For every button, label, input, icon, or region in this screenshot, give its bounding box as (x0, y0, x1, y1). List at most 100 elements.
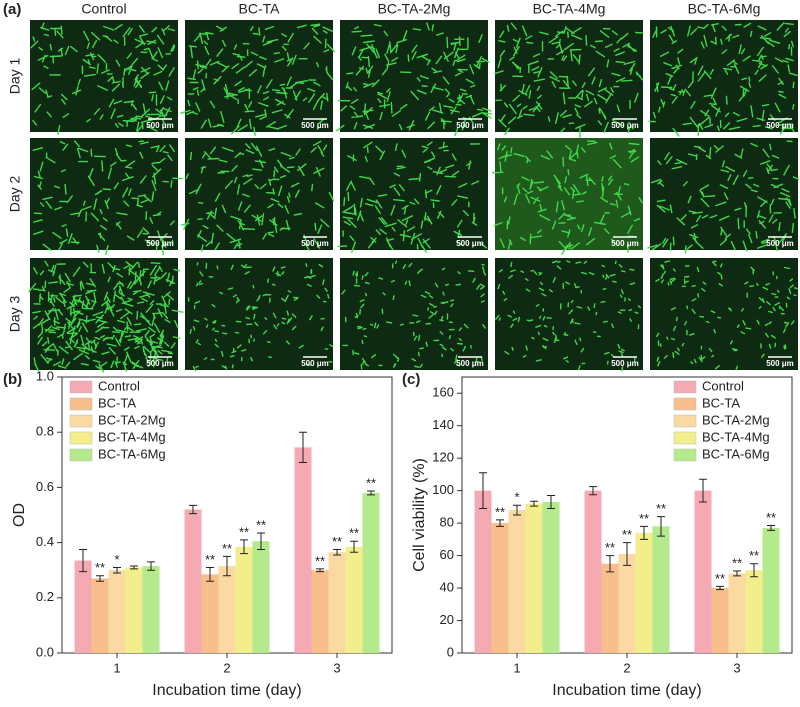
bar (252, 541, 270, 653)
micrograph: 500 μm (185, 258, 334, 372)
legend-swatch (673, 380, 697, 394)
y-tick-label: 60 (440, 547, 454, 562)
micrograph: 500 μm (495, 258, 643, 372)
micrograph: 500 μm (181, 138, 335, 252)
legend-label: Control (702, 378, 744, 393)
y-tick-label: 0.8 (36, 424, 54, 439)
legend-swatch (673, 414, 697, 428)
y-tick-label: 0.4 (36, 534, 54, 549)
bar (601, 563, 619, 653)
error-bar (299, 431, 307, 464)
error-bar (733, 570, 741, 577)
error-bar (589, 486, 597, 496)
scale-label: 500 μm (301, 239, 329, 248)
bar (91, 578, 109, 653)
y-tick-label: 0.6 (36, 479, 54, 494)
error-bar (316, 568, 324, 573)
bar (362, 492, 380, 653)
y-tick-label: 120 (432, 450, 454, 465)
legend-swatch (673, 397, 697, 411)
error-bar (257, 532, 265, 550)
cells (337, 141, 488, 253)
significance: ** (715, 571, 725, 586)
micrograph: 500 μm (494, 20, 644, 138)
significance: ** (732, 555, 742, 570)
y-tick-label: 40 (440, 579, 454, 594)
significance: ** (656, 501, 666, 516)
y-tick-label: 0.0 (36, 644, 54, 659)
error-bar (640, 525, 648, 540)
error-bar (367, 490, 375, 496)
scale-label: 500 μm (611, 121, 639, 130)
significance: ** (95, 560, 105, 575)
cells (647, 140, 800, 254)
bar (184, 509, 202, 653)
cells (494, 22, 644, 138)
error-bar (699, 478, 707, 503)
y-tick-label: 0 (447, 644, 454, 659)
micrograph-bg (340, 20, 488, 132)
scale-label: 500 μm (146, 359, 174, 368)
significance: * (514, 490, 519, 505)
column-title: BC-TA (239, 1, 281, 17)
error-bar (657, 516, 665, 537)
scale-label: 500 μm (456, 239, 484, 248)
micrograph-bg (30, 138, 178, 250)
x-axis-title: Incubation time (day) (152, 682, 301, 699)
error-bar (206, 566, 214, 582)
column-title: BC-TA-2Mg (378, 1, 451, 17)
bar (652, 526, 670, 653)
legend-label: BC-TA-2Mg (98, 412, 166, 427)
error-bar (240, 539, 248, 555)
y-tick-label: 1.0 (36, 368, 54, 383)
legend-label: BC-TA-6Mg (98, 446, 166, 461)
bar (694, 490, 712, 653)
significance: ** (749, 548, 759, 563)
panel-label: (a) (3, 1, 21, 18)
micrograph-bg (340, 138, 488, 250)
bar (125, 567, 143, 653)
legend-swatch (69, 414, 93, 428)
error-bar (333, 549, 341, 556)
panel-label: (b) (3, 371, 22, 388)
scale-label: 500 μm (766, 239, 794, 248)
bar (201, 574, 219, 653)
bar (142, 566, 160, 653)
bar (635, 532, 653, 653)
cells (180, 23, 336, 136)
bar (474, 490, 492, 653)
bar (525, 503, 543, 653)
panel-label: (c) (402, 371, 420, 388)
legend-label: BC-TA-4Mg (702, 429, 770, 444)
error-bar (96, 575, 104, 582)
error-bar (130, 565, 138, 570)
bar (618, 553, 636, 653)
cells (28, 260, 184, 373)
micrograph-bg (650, 20, 798, 132)
significance: ** (256, 517, 266, 532)
legend-label: Control (98, 378, 140, 393)
y-axis-title: Cell viability (%) (411, 458, 428, 572)
x-tick-label: 3 (733, 660, 740, 675)
significance: ** (315, 553, 325, 568)
error-bar (716, 585, 724, 591)
micrograph: 500 μm (30, 138, 184, 256)
significance: ** (366, 475, 376, 490)
significance: ** (766, 510, 776, 525)
micrograph: 500 μm (648, 20, 798, 137)
scale-label: 500 μm (766, 121, 794, 130)
legend-label: BC-TA (702, 395, 740, 410)
significance: * (114, 552, 119, 567)
x-tick-label: 3 (333, 660, 340, 675)
scale-label: 500 μm (146, 239, 174, 248)
cells (336, 22, 493, 137)
micrograph-bg (30, 20, 178, 132)
legend-swatch (69, 380, 93, 394)
x-tick-label: 1 (513, 660, 520, 675)
significance: ** (332, 534, 342, 549)
y-tick-label: 20 (440, 612, 454, 627)
row-title: Day 1 (7, 58, 23, 95)
legend-swatch (69, 397, 93, 411)
y-tick-label: 100 (432, 482, 454, 497)
